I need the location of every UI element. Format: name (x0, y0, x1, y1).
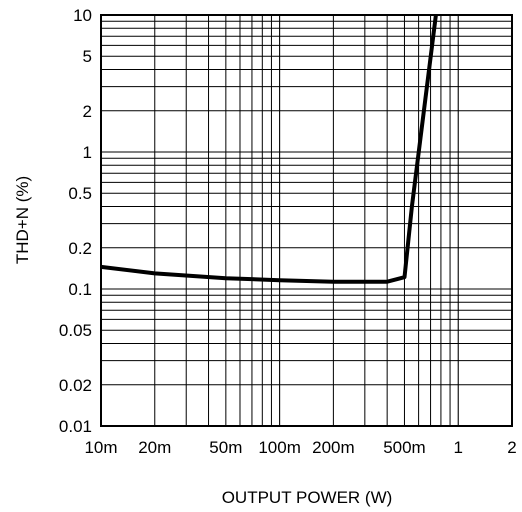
y-tick-label: 0.2 (68, 239, 92, 258)
x-tick-label: 200m (312, 438, 355, 457)
x-tick-labels: 10m 20m 50m 100m 200m 500m 1 2 (84, 438, 516, 457)
series-line (100, 14, 438, 284)
y-axis-title: THD+N (%) (13, 176, 32, 264)
x-tick-label: 1 (453, 438, 462, 457)
x-tick-label: 100m (258, 438, 301, 457)
y-tick-label: 0.05 (59, 321, 92, 340)
y-tick-label: 2 (83, 102, 92, 121)
y-tick-label: 1 (83, 143, 92, 162)
y-tick-label: 0.1 (68, 280, 92, 299)
y-tick-label: 0.02 (59, 376, 92, 395)
x-tick-label: 50m (209, 438, 242, 457)
y-tick-label: 0.5 (68, 184, 92, 203)
y-tick-label: 5 (83, 47, 92, 66)
x-tick-label: 20m (138, 438, 171, 457)
x-tick-label: 2 (507, 438, 516, 457)
x-axis-title: OUTPUT POWER (W) (222, 488, 393, 507)
y-tick-labels: 0.01 0.02 0.05 0.1 0.2 0.5 1 2 5 10 (59, 6, 92, 436)
y-tick-label: 0.01 (59, 417, 92, 436)
plot-frame (100, 14, 513, 427)
x-tick-label: 500m (383, 438, 426, 457)
x-tick-label: 10m (84, 438, 117, 457)
grid (100, 14, 513, 427)
y-tick-label: 10 (73, 6, 92, 25)
